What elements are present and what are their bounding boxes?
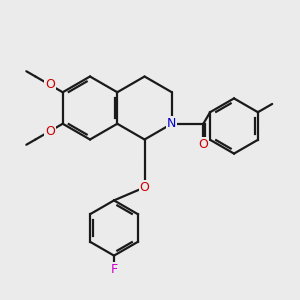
Text: O: O	[198, 138, 208, 151]
Text: O: O	[45, 78, 55, 91]
Text: N: N	[167, 117, 176, 130]
Text: O: O	[45, 125, 55, 138]
Text: F: F	[110, 262, 118, 276]
Text: O: O	[140, 181, 149, 194]
